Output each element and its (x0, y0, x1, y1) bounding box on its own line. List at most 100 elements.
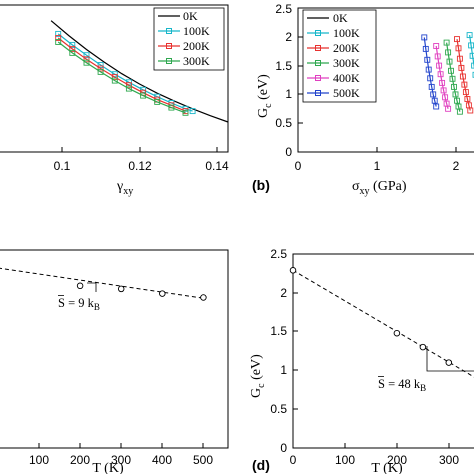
panel-b-series-4-point-4 (439, 79, 446, 86)
panel-c-xtick-label-2: 300 (111, 453, 131, 467)
panel-a-xtick-label-1: 0.12 (128, 159, 152, 173)
panel-d-annotation-main: S = 48 k (378, 377, 421, 391)
panel-c-slope-triangle (87, 282, 97, 292)
panel-b-ytick-label-1: 0.5 (275, 116, 292, 130)
panel-a-series-1-point-2 (83, 52, 90, 59)
panel-b-series-5-point-7 (431, 97, 438, 104)
panel-a-series-2-point-3 (97, 65, 104, 72)
panel-b-series-2-point-6 (462, 89, 469, 96)
panel-b-series-3-point-3 (448, 67, 454, 74)
panel-b-series-1-point-0 (466, 32, 473, 39)
panel-b-series-1-point-2 (469, 52, 474, 59)
panel-b-series-4-point-1 (434, 53, 441, 60)
panel-c-xtick-label-0: 100 (29, 453, 49, 467)
panel-a-series-3-point-7 (154, 98, 161, 105)
panel-b-xlabel-sub: xy (360, 186, 370, 197)
panel-b-series-5-point-0 (421, 34, 428, 41)
panel-b-ylabel-unit: (eV) (256, 74, 271, 103)
panel-b-xtick-label-0: 0 (295, 159, 302, 173)
panel-b-ytick-label-2: 1 (285, 87, 292, 101)
panel-b-legend-marker-5 (315, 90, 321, 96)
panel-b-xlabel: σxy (GPa) (352, 179, 407, 197)
panel-c-annotation-sub: B (94, 302, 100, 312)
panel-d-ylabel-main: G (249, 388, 264, 398)
panel-a-series-line-3 (57, 41, 186, 114)
panel-b-xlabel-main: σ (352, 179, 360, 194)
panel-b-series-2-point-7 (464, 96, 471, 102)
panel-a-series-3-point-1 (69, 49, 76, 56)
panel-a-legend-label-1: 100K (183, 24, 210, 38)
panel-a-legend-marker-3 (166, 58, 172, 64)
panel-b-series-3-point-9 (456, 108, 463, 115)
panel-b-series-1-point-3 (471, 62, 474, 69)
panel-c-point-3 (200, 294, 207, 301)
panel-b-legend-label-5: 500K (333, 86, 360, 100)
panel-b-ytick-label-3: 1.5 (275, 59, 292, 73)
panel-a-series-2-point-5 (125, 82, 132, 89)
panel-b-legend-marker-2 (315, 45, 321, 51)
panel-b-series-4-point-5 (440, 87, 447, 94)
panel-b-ylabel-main: G (256, 108, 271, 118)
panel-d-xtick-label-1: 100 (335, 453, 355, 467)
panel-a-series-2-point-2 (83, 56, 90, 63)
panel-a-xtick-label-0: 0.1 (54, 159, 71, 173)
panel-d-point-2 (419, 343, 427, 351)
panel-d-ytick-label-5: 2.5 (270, 247, 287, 261)
panel-b-series-1-point-4 (472, 71, 474, 78)
panel-c-point-2 (159, 290, 166, 297)
panel-c: 100 200 300 400 500 T (K) S = 9 kB (0, 249, 229, 474)
panel-b-ytick-label-4: 2 (285, 30, 292, 44)
panel-b-xlabel-unit: (GPa) (370, 179, 407, 194)
panel-a-series-1-point-0 (55, 30, 62, 37)
panel-b-series-3-point-4 (449, 75, 456, 82)
panel-a-series-1-point-3 (97, 62, 104, 68)
panel-b-series-3-point-7 (454, 97, 460, 104)
panel-b-series-line-1 (469, 35, 474, 69)
panel-d-fit-line (292, 269, 474, 378)
panel-b-series-4-point-6 (442, 94, 449, 101)
panel-d-xlabel: T (K) (371, 461, 403, 474)
panel-d-annotation: S = 48 kB (378, 377, 426, 393)
panel-b-legend-label-1: 100K (333, 26, 360, 40)
panel-d-xtick-label-3: 300 (439, 453, 459, 467)
panel-b-xtick-label-1: 1 (374, 159, 381, 173)
panel-b-series-3-point-6 (452, 91, 459, 98)
panel-a-series-2-point-0 (55, 35, 62, 41)
panel-a-series-line-2 (57, 37, 186, 112)
panel-d-tag: (d) (252, 457, 270, 473)
panel-d-axes-frame (292, 253, 474, 449)
panel-c-annotation: S = 9 kB (58, 296, 100, 312)
panel-b-series-3-point-2 (446, 58, 453, 65)
panel-d-ylabel-unit: (eV) (249, 354, 264, 383)
panel-b-tag: (b) (252, 177, 270, 193)
panel-b: 0 1 2 0 0.5 1 1.5 2 2.5 σxy (GPa) Gc (eV… (252, 2, 474, 197)
panel-d-point-0 (289, 267, 297, 274)
panel-a-xtick-label-2: 0.14 (205, 159, 229, 173)
panel-a-legend-marker-2 (166, 43, 172, 49)
panel-b-ylabel: Gc (eV) (256, 74, 274, 118)
panel-d-xtick-label-2: 200 (387, 453, 407, 467)
panel-d-ytick-label-1: 0.5 (270, 402, 287, 416)
panel-a-series-3-point-9 (182, 109, 189, 116)
panel-d-point-1 (393, 329, 401, 337)
panel-b-series-4-point-3 (437, 71, 444, 78)
panel-b-legend-marker-4 (315, 75, 321, 81)
panel-d-slope-annotation: S = 48 kB (378, 346, 474, 393)
panel-b-ytick-label-5: 2.5 (275, 2, 292, 16)
panel-b-series-2-point-0 (454, 36, 460, 43)
panel-a-series-3-point-0 (55, 39, 62, 45)
panel-a-series-3-point-4 (111, 77, 118, 84)
panel-a-xlabel: γxy (116, 179, 133, 197)
panel-b-series-5-point-2 (424, 56, 431, 63)
panel-b-legend-marker-1 (315, 30, 321, 36)
panel-b-series-2-point-9 (467, 107, 474, 114)
panel-b-ytick-label-0: 0 (285, 145, 292, 159)
panel-b-series-2-point-2 (456, 55, 463, 62)
panel-b-series-4-point-8 (445, 105, 452, 112)
panel-a-legend-box (153, 7, 225, 71)
panel-b-legend-label-3: 300K (333, 56, 360, 70)
panel-a-data-marks (50, 20, 229, 123)
panel-b-xtick-label-2: 2 (453, 159, 460, 173)
panel-d-data-marks (289, 267, 474, 378)
